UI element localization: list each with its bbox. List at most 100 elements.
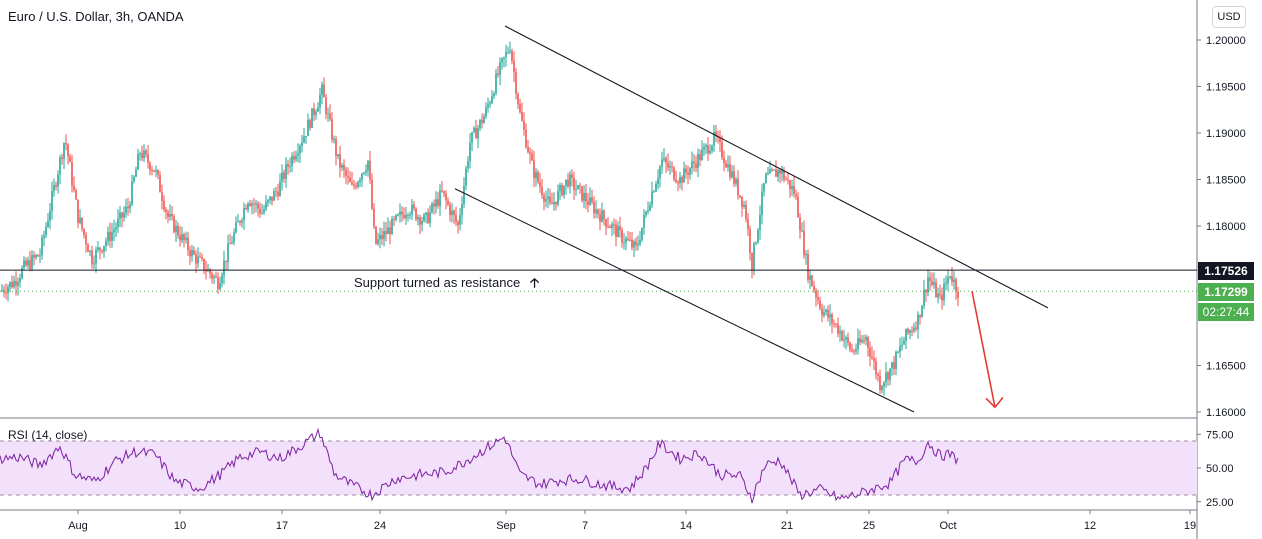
candle-body [763,183,765,192]
candle-body [633,241,635,248]
candle-body [193,250,195,255]
candlestick [705,143,707,155]
candlestick [413,201,415,212]
candlestick [849,341,851,353]
candle-body [925,289,927,293]
candlestick [833,319,835,328]
currency-button[interactable]: USD [1212,6,1246,28]
candle-body [383,231,385,240]
candlestick [941,287,943,310]
candlestick [227,234,229,270]
candle-body [493,93,495,97]
candlestick [711,144,713,154]
candle-body [557,190,559,205]
candlestick [509,41,511,55]
candle-body [803,230,805,256]
candle-body [735,178,737,184]
candlestick [349,171,351,183]
candlestick [171,205,173,221]
candle-body [811,275,813,286]
candle-body [933,282,935,285]
time-tick-label: Oct [939,520,956,532]
candlestick [245,204,247,211]
candlestick [677,179,679,192]
candlestick [479,118,481,132]
trend-line-lower [454,188,915,413]
candlestick [861,335,863,344]
candle-body [433,203,435,207]
candle-body [237,221,239,223]
candle-body [133,176,135,182]
trend-lines [0,25,1197,413]
candle-body [299,146,301,154]
candle-body [761,191,763,215]
candlestick [29,250,31,272]
candlestick [441,180,443,193]
candlestick [907,327,909,335]
candle-body [901,344,903,347]
candlestick [841,329,843,342]
candlestick [433,199,435,215]
candlestick [443,190,445,198]
candle-body [101,250,103,252]
candlestick [763,182,765,197]
candlestick [251,200,253,215]
candle-body [939,293,941,295]
candlestick [759,205,761,240]
candle-body [349,177,351,183]
candle-body [465,168,467,186]
candle-body [855,349,857,352]
candle-body [889,368,891,380]
candle-body [469,142,471,162]
candlestick [125,198,127,218]
candlestick [853,348,855,355]
candlestick [449,201,451,222]
candle-body [251,203,253,206]
candle-body [275,191,277,193]
candle-body [325,97,327,115]
candle-body [241,220,243,223]
last-price-tag: 1.17299 [1198,283,1254,301]
candle-body [927,277,929,293]
candlestick [93,255,95,269]
candle-body [545,198,547,202]
candle-body [659,166,661,178]
candle-body [947,277,949,284]
candlestick [897,350,899,354]
candlestick [739,195,741,199]
candlestick [573,171,575,200]
candle-body [483,116,485,124]
candlestick [505,44,507,67]
candlestick [355,182,357,190]
candlestick [353,180,355,190]
candlestick [275,186,277,198]
candle-body [317,107,319,112]
candle-body [809,275,811,280]
price-tick-label: 1.18500 [1206,175,1246,187]
candle-body [661,159,663,167]
candle-body [165,209,167,212]
candlestick [149,161,151,176]
candle-body [639,240,641,244]
candle-body [551,202,553,205]
candle-body [865,337,867,341]
candlestick [473,125,475,134]
candlestick [283,169,285,183]
candlestick [839,325,841,342]
candle-body [943,283,945,301]
candlestick [37,254,39,257]
candle-body [13,280,15,288]
candle-body [623,242,625,244]
candle-body [181,234,183,241]
candle-body [233,232,235,243]
candle-body [265,202,267,210]
candle-body [249,203,251,206]
candle-body [41,237,43,256]
candle-body [793,186,795,194]
candlestick [43,230,45,247]
candlestick [733,165,735,187]
candle-body [953,279,955,282]
candle-body [137,154,139,170]
candlestick [453,209,455,224]
